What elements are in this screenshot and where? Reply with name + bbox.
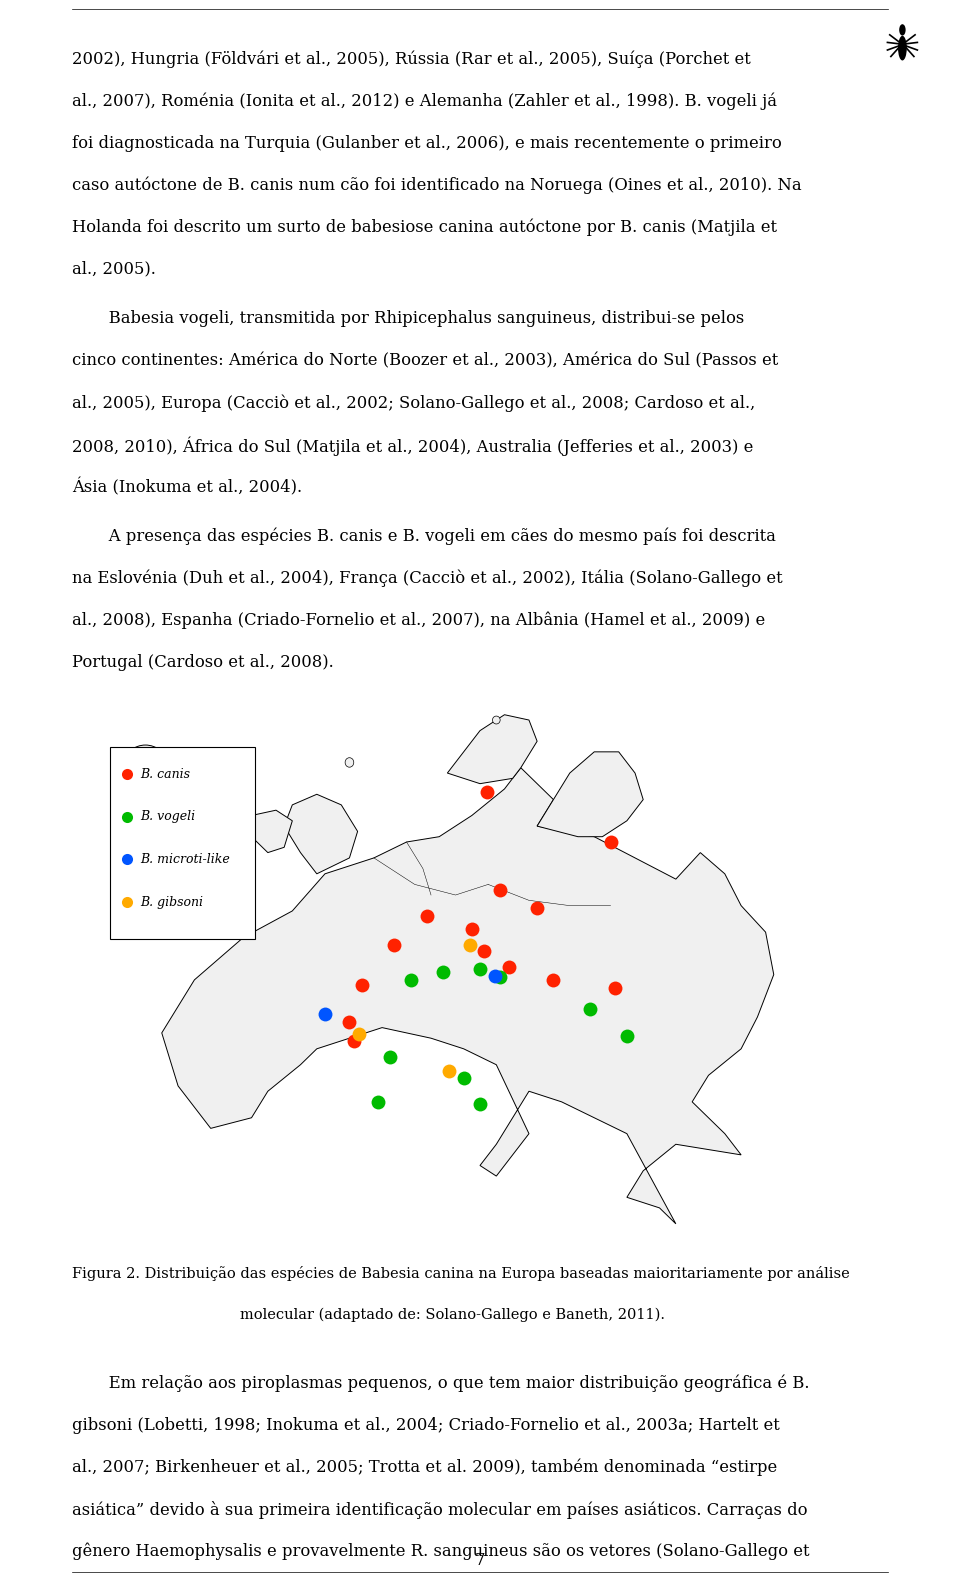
- Text: Figura 2. Distribuição das espécies de Babesia canina na Europa baseadas maiorit: Figura 2. Distribuição das espécies de B…: [72, 1265, 850, 1281]
- Text: al., 2008), Espanha (Criado-Fornelio et al., 2007), na Albânia (Hamel et al., 20: al., 2008), Espanha (Criado-Fornelio et …: [72, 611, 765, 630]
- Text: Portugal (Cardoso et al., 2008).: Portugal (Cardoso et al., 2008).: [72, 654, 334, 671]
- Ellipse shape: [346, 758, 354, 768]
- Ellipse shape: [492, 716, 500, 723]
- Text: Ásia (Inokuma et al., 2004).: Ásia (Inokuma et al., 2004).: [72, 478, 302, 495]
- Text: foi diagnosticada na Turquia (Gulanber et al., 2006), e mais recentemente o prim: foi diagnosticada na Turquia (Gulanber e…: [72, 135, 781, 152]
- Text: B. microti-like: B. microti-like: [141, 853, 230, 866]
- Text: Holanda foi descrito um surto de babesiose canina autóctone por B. canis (Matjil: Holanda foi descrito um surto de babesio…: [72, 218, 777, 236]
- Polygon shape: [447, 714, 538, 784]
- Text: 2008, 2010), África do Sul (Matjila et al., 2004), Australia (Jefferies et al., : 2008, 2010), África do Sul (Matjila et a…: [72, 435, 754, 456]
- Text: cinco continentes: América do Norte (Boozer et al., 2003), América do Sul (Passo: cinco continentes: América do Norte (Boo…: [72, 351, 779, 369]
- Text: B. gibsoni: B. gibsoni: [141, 896, 204, 909]
- Polygon shape: [538, 752, 643, 837]
- Text: al., 2007; Birkenheuer et al., 2005; Trotta et al. 2009), também denominada “est: al., 2007; Birkenheuer et al., 2005; Tro…: [72, 1458, 778, 1475]
- Text: gênero Haemophysalis e provavelmente R. sanguineus são os vetores (Solano-Galleg: gênero Haemophysalis e provavelmente R. …: [72, 1542, 809, 1559]
- Text: al., 2007), Roménia (Ionita et al., 2012) e Alemanha (Zahler et al., 1998). B. v: al., 2007), Roménia (Ionita et al., 2012…: [72, 92, 777, 111]
- Polygon shape: [161, 768, 774, 1224]
- Text: asiática” devido à sua primeira identificação molecular em países asiáticos. Car: asiática” devido à sua primeira identifi…: [72, 1501, 807, 1518]
- Text: caso autóctone de B. canis num cão foi identificado na Noruega (Oines et al., 20: caso autóctone de B. canis num cão foi i…: [72, 176, 802, 195]
- Text: na Eslovénia (Duh et al., 2004), França (Cacciò et al., 2002), Itália (Solano-Ga: na Eslovénia (Duh et al., 2004), França …: [72, 570, 782, 587]
- Text: 7: 7: [474, 1553, 486, 1569]
- Polygon shape: [252, 810, 293, 853]
- Text: B. vogeli: B. vogeli: [141, 810, 196, 823]
- Text: 2002), Hungria (Földvári et al., 2005), Rússia (Rar et al., 2005), Suíça (Porche: 2002), Hungria (Földvári et al., 2005), …: [72, 51, 751, 68]
- Text: gibsoni (Lobetti, 1998; Inokuma et al., 2004; Criado-Fornelio et al., 2003a; Har: gibsoni (Lobetti, 1998; Inokuma et al., …: [72, 1417, 780, 1434]
- FancyBboxPatch shape: [109, 747, 255, 939]
- Ellipse shape: [900, 24, 905, 35]
- Text: al., 2005), Europa (Cacciò et al., 2002; Solano-Gallego et al., 2008; Cardoso et: al., 2005), Europa (Cacciò et al., 2002;…: [72, 394, 756, 412]
- Polygon shape: [284, 795, 357, 874]
- Text: molecular (adaptado de: Solano-Gallego e Baneth, 2011).: molecular (adaptado de: Solano-Gallego e…: [240, 1308, 665, 1322]
- Ellipse shape: [125, 746, 165, 780]
- Bar: [72, 714, 888, 1244]
- Text: al., 2005).: al., 2005).: [72, 260, 156, 277]
- Text: B. canis: B. canis: [141, 768, 191, 780]
- Ellipse shape: [898, 36, 907, 60]
- Text: A presença das espécies B. canis e B. vogeli em cães do mesmo país foi descrita: A presença das espécies B. canis e B. vo…: [72, 527, 776, 546]
- Text: Em relação aos piroplasmas pequenos, o que tem maior distribuição geográfica é B: Em relação aos piroplasmas pequenos, o q…: [72, 1374, 809, 1391]
- Text: Babesia vogeli, transmitida por Rhipicephalus sanguineus, distribui-se pelos: Babesia vogeli, transmitida por Rhipicep…: [72, 310, 744, 328]
